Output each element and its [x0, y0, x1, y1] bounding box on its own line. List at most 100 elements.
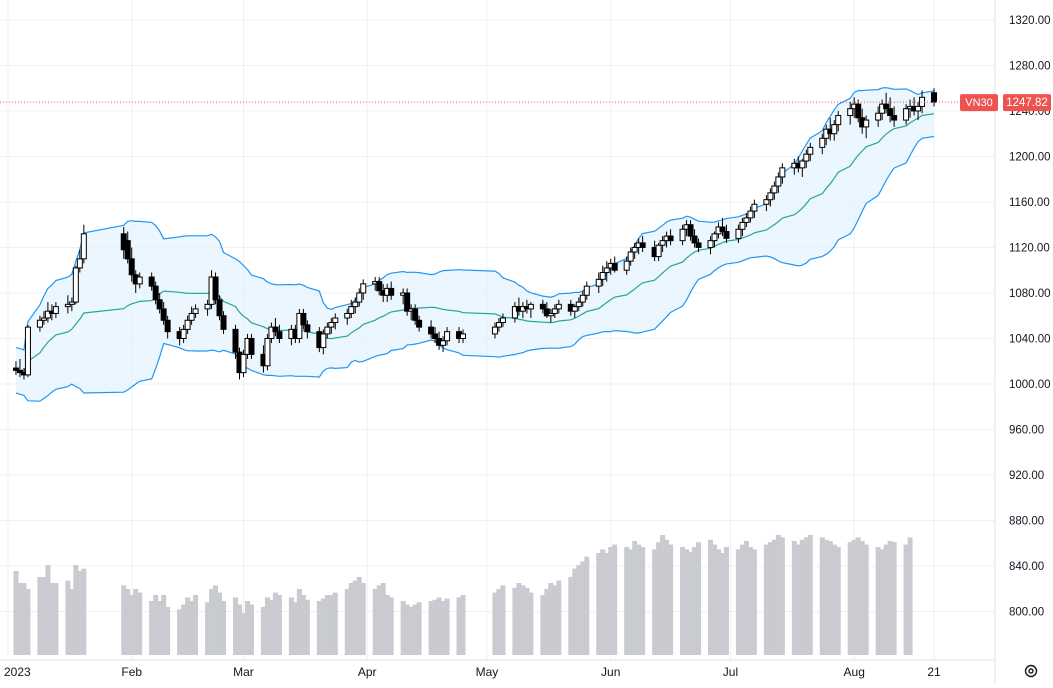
volume-bar	[715, 549, 721, 655]
candle-body	[695, 242, 702, 248]
volume-bar	[827, 541, 833, 655]
candle	[747, 206, 754, 223]
volume-bar	[400, 601, 406, 655]
candle-body	[44, 310, 51, 319]
volume-bar	[380, 583, 386, 655]
symbol-tag-label: VN30	[965, 97, 993, 109]
volume-bar	[907, 537, 913, 655]
volume-bar	[903, 544, 909, 655]
volume-bar	[300, 595, 306, 655]
volume-bar	[863, 544, 869, 655]
chart-settings-button[interactable]	[1020, 661, 1042, 681]
volume-bar	[25, 589, 31, 655]
candle	[639, 236, 646, 253]
candle-body	[300, 312, 307, 326]
candle-body	[376, 281, 383, 292]
volume-bar	[580, 561, 586, 655]
candle	[831, 120, 838, 141]
candle	[332, 313, 339, 330]
candle	[248, 333, 255, 359]
candle	[527, 302, 534, 318]
candle	[220, 311, 227, 334]
volume-bar	[548, 583, 554, 655]
candle	[180, 324, 187, 344]
volume-bar	[412, 604, 418, 655]
candle-body	[551, 308, 558, 314]
candle-body	[799, 160, 806, 169]
volume-bar	[320, 598, 326, 655]
volume-bar	[851, 539, 857, 655]
candle-body	[348, 306, 355, 314]
volume-bar	[835, 547, 841, 655]
candle	[803, 149, 810, 168]
volume-bar	[791, 541, 797, 655]
volume-bar	[719, 553, 725, 655]
volume-bar	[520, 585, 526, 655]
candle-body	[739, 221, 746, 230]
candle	[735, 224, 742, 243]
candle	[416, 315, 423, 332]
candle	[883, 92, 890, 114]
candle-body	[304, 324, 311, 333]
candle	[763, 195, 770, 212]
candle-body	[220, 315, 227, 330]
volume-bar	[416, 602, 422, 655]
candle	[156, 292, 163, 314]
candle-body	[495, 322, 502, 328]
candle-body	[819, 137, 826, 148]
price-axis-tick-label: 800.00	[1009, 606, 1044, 618]
candle-body	[180, 328, 187, 339]
candle	[739, 217, 746, 237]
volume-bar	[711, 544, 717, 655]
volume-bar	[133, 589, 139, 655]
volume-bar	[624, 547, 630, 655]
candle-body	[623, 260, 630, 271]
candle-body	[915, 105, 922, 112]
volume-bar	[763, 544, 769, 655]
candle-body	[184, 319, 191, 330]
candle	[212, 272, 219, 305]
candle	[388, 281, 395, 300]
time-axis-tick-label: 21	[927, 665, 941, 679]
candle	[887, 97, 894, 123]
candle	[847, 101, 854, 125]
candle-body	[460, 333, 467, 339]
candle	[344, 308, 351, 325]
candle	[659, 236, 666, 253]
candle	[583, 281, 590, 300]
volume-bar	[552, 585, 558, 655]
volume-bar	[855, 537, 861, 655]
volume-bar	[65, 580, 71, 655]
candle	[36, 315, 43, 332]
candle	[204, 299, 211, 316]
time-axis: 2023 Feb Mar Apr May Jun Jul Aug 21	[0, 659, 995, 679]
volume-bar	[807, 535, 813, 655]
volume-bar	[875, 547, 881, 655]
candle-body	[499, 317, 506, 324]
volume-bar	[771, 539, 777, 655]
volume-bar	[819, 537, 825, 655]
candle-body	[631, 246, 638, 253]
candle	[76, 249, 83, 273]
candle-body	[723, 231, 730, 239]
candle	[679, 224, 686, 246]
candle-body	[707, 240, 714, 248]
candle-body	[440, 340, 447, 346]
candle-body	[356, 292, 363, 303]
volume-bar	[272, 592, 278, 655]
volume-bar	[372, 589, 378, 655]
volume-bar	[460, 595, 466, 655]
candle	[412, 304, 419, 325]
candle-body	[64, 303, 71, 308]
candle-body	[711, 233, 718, 242]
volume-bar	[668, 544, 674, 655]
price-axis-tick-label: 880.00	[1009, 515, 1044, 527]
candle	[707, 236, 714, 255]
time-axis-tick-label: May	[476, 665, 499, 679]
candle-body	[248, 337, 255, 355]
candle	[855, 99, 862, 123]
volume-bar	[803, 537, 809, 655]
volume-bar	[304, 599, 310, 655]
